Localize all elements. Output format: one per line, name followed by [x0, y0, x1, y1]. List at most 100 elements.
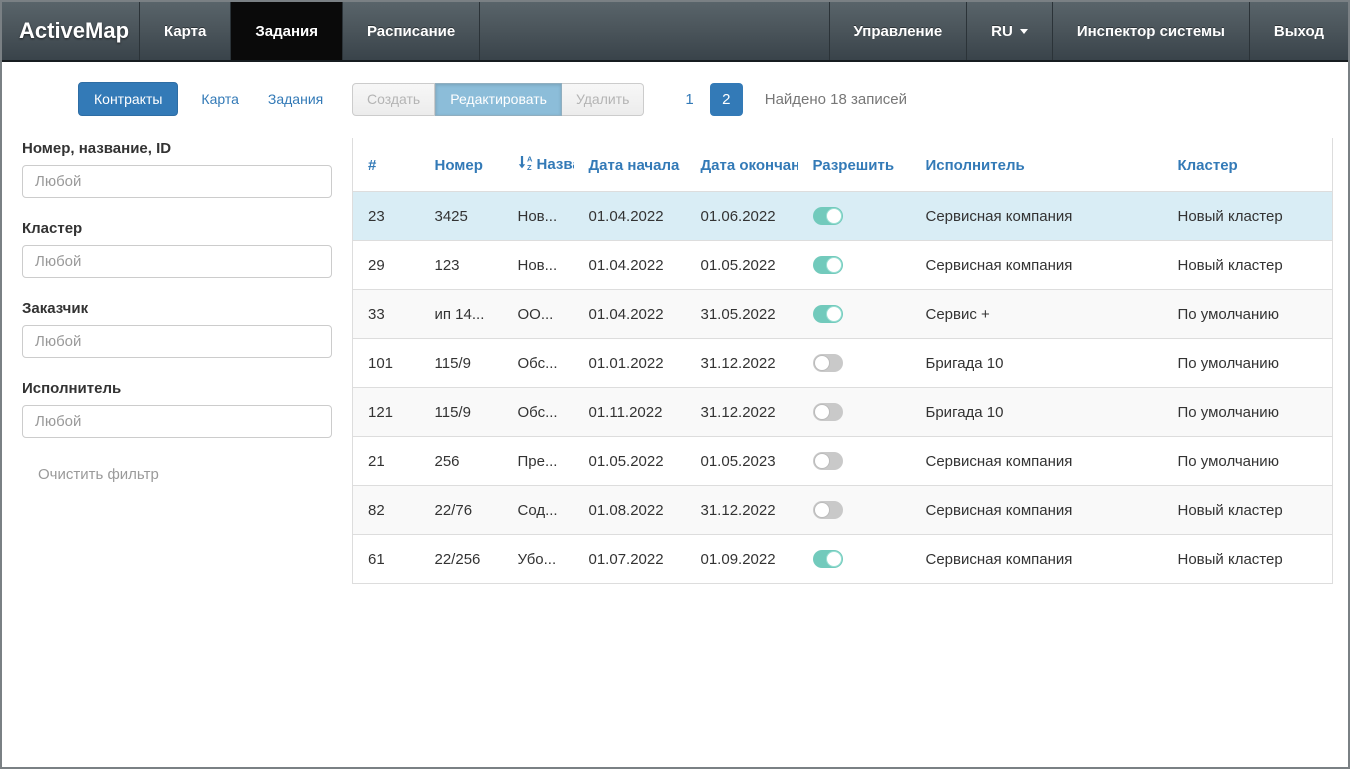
- toggle-knob: [825, 257, 842, 273]
- cell-cluster: По умолчанию: [1162, 289, 1333, 339]
- cell-date-end: 31.05.2022: [685, 289, 798, 339]
- table-row[interactable]: 121 115/9 Обс... 01.11.2022 31.12.2022 Б…: [352, 387, 1333, 437]
- cell-date-start: 01.11.2022: [573, 387, 686, 437]
- enabled-toggle[interactable]: [812, 550, 843, 568]
- delete-button[interactable]: Удалить: [561, 82, 645, 116]
- enabled-toggle[interactable]: [812, 305, 843, 323]
- table-row[interactable]: 29 123 Нов... 01.04.2022 01.05.2022 Серв…: [352, 240, 1333, 290]
- cell-enabled: [797, 338, 911, 388]
- cell-date-start: 01.04.2022: [573, 240, 686, 290]
- cell-number: 3425: [419, 191, 503, 241]
- table-header-row: # Номер AZНазвание Дата начала Дата окон…: [353, 138, 1333, 192]
- column-header-executor[interactable]: Исполнитель: [925, 156, 1025, 174]
- cell-date-end: 31.12.2022: [685, 485, 798, 535]
- cell-number: 115/9: [419, 338, 503, 388]
- sidebar-tab-map[interactable]: Карта: [201, 91, 239, 107]
- cell-id: 33: [352, 289, 420, 339]
- cell-enabled: [797, 289, 911, 339]
- cell-date-end: 01.05.2023: [685, 436, 798, 486]
- column-label-name: Название: [536, 156, 574, 173]
- column-header-number[interactable]: Номер: [434, 156, 483, 174]
- cell-executor: Сервисная компания: [910, 436, 1163, 486]
- nav-tab-schedule[interactable]: Расписание: [343, 2, 481, 60]
- page-button-2[interactable]: 2: [709, 82, 743, 116]
- cell-enabled: [797, 436, 911, 486]
- cell-id: 101: [352, 338, 420, 388]
- cell-enabled: [797, 485, 911, 535]
- cell-id: 61: [352, 534, 420, 584]
- cell-executor: Сервисная компания: [910, 485, 1163, 535]
- contracts-table: # Номер AZНазвание Дата начала Дата окон…: [352, 138, 1333, 584]
- cell-number: 22/76: [419, 485, 503, 535]
- cell-enabled: [797, 387, 911, 437]
- toggle-knob: [813, 453, 830, 469]
- cell-cluster: По умолчанию: [1162, 387, 1333, 437]
- filter-input-number-name-id[interactable]: [22, 165, 332, 198]
- cell-number: ип 14...: [419, 289, 503, 339]
- cell-id: 82: [352, 485, 420, 535]
- cell-date-start: 01.01.2022: [573, 338, 686, 388]
- enabled-toggle[interactable]: [812, 256, 843, 274]
- cell-name: Нов...: [502, 191, 574, 241]
- cell-name: Нов...: [502, 240, 574, 290]
- sidebar-tab-tasks[interactable]: Задания: [267, 91, 324, 107]
- nav-item-logout[interactable]: Выход: [1248, 2, 1348, 60]
- results-count-text: Найдено 18 записей: [764, 90, 907, 108]
- cell-name: Обс...: [502, 387, 574, 437]
- page-button-1[interactable]: 1: [685, 90, 694, 108]
- nav-item-language-dropdown[interactable]: RU: [966, 2, 1052, 60]
- filter-label-cluster: Кластер: [22, 220, 83, 237]
- filter-input-executor[interactable]: [22, 405, 332, 438]
- cell-date-end: 01.06.2022: [685, 191, 798, 241]
- cell-date-start: 01.08.2022: [573, 485, 686, 535]
- column-header-date-start[interactable]: Дата начала: [588, 156, 680, 174]
- enabled-toggle[interactable]: [812, 354, 843, 372]
- cell-number: 22/256: [419, 534, 503, 584]
- cell-cluster: Новый кластер: [1162, 534, 1333, 584]
- column-header-cluster[interactable]: Кластер: [1177, 156, 1238, 174]
- cell-enabled: [797, 240, 911, 290]
- column-header-id[interactable]: #: [368, 156, 377, 174]
- cell-executor: Сервис +: [910, 289, 1163, 339]
- nav-item-management[interactable]: Управление: [828, 2, 967, 60]
- table-row[interactable]: 21 256 Пре... 01.05.2022 01.05.2023 Серв…: [352, 436, 1333, 486]
- clear-filter-link[interactable]: Очистить фильтр: [38, 466, 159, 483]
- filter-sidebar: Контракты Карта Задания Номер, название,…: [2, 62, 352, 767]
- cell-executor: Сервисная компания: [910, 240, 1163, 290]
- column-header-date-end[interactable]: Дата окончания: [700, 156, 798, 174]
- column-header-name[interactable]: AZНазвание: [503, 138, 574, 192]
- toggle-knob: [825, 551, 842, 567]
- sidebar-tab-contracts[interactable]: Контракты: [78, 82, 179, 116]
- edit-button[interactable]: Редактировать: [435, 82, 562, 116]
- sidebar-tabs: Контракты Карта Задания: [78, 82, 332, 116]
- table-row[interactable]: 101 115/9 Обс... 01.01.2022 31.12.2022 Б…: [352, 338, 1333, 388]
- cell-date-end: 01.09.2022: [685, 534, 798, 584]
- filter-input-customer[interactable]: [22, 325, 332, 358]
- column-header-enabled[interactable]: Разрешить: [812, 156, 895, 174]
- enabled-toggle[interactable]: [812, 501, 843, 519]
- toggle-knob: [813, 355, 830, 371]
- nav-tab-map[interactable]: Карта: [140, 2, 232, 60]
- toggle-knob: [825, 208, 842, 224]
- cell-id: 21: [352, 436, 420, 486]
- cell-name: Пре...: [502, 436, 574, 486]
- svg-text:A: A: [527, 155, 533, 164]
- enabled-toggle[interactable]: [812, 452, 843, 470]
- table-row[interactable]: 33 ип 14... ОО... 01.04.2022 31.05.2022 …: [352, 289, 1333, 339]
- enabled-toggle[interactable]: [812, 207, 843, 225]
- cell-date-start: 01.04.2022: [573, 289, 686, 339]
- table-row[interactable]: 23 3425 Нов... 01.04.2022 01.06.2022 Сер…: [352, 191, 1333, 241]
- nav-item-system-inspector[interactable]: Инспектор системы: [1051, 2, 1249, 60]
- app-logo: ActiveMap: [2, 2, 140, 60]
- enabled-toggle[interactable]: [812, 403, 843, 421]
- table-row[interactable]: 61 22/256 Убо... 01.07.2022 01.09.2022 С…: [352, 534, 1333, 584]
- create-button[interactable]: Создать: [352, 82, 436, 116]
- filter-label-customer: Заказчик: [22, 300, 89, 317]
- cell-number: 256: [419, 436, 503, 486]
- cell-date-end: 31.12.2022: [685, 387, 798, 437]
- table-row[interactable]: 82 22/76 Сод... 01.08.2022 31.12.2022 Се…: [352, 485, 1333, 535]
- nav-tab-tasks[interactable]: Задания: [231, 2, 343, 60]
- cell-executor: Сервисная компания: [910, 191, 1163, 241]
- cell-executor: Бригада 10: [910, 387, 1163, 437]
- filter-input-cluster[interactable]: [22, 245, 332, 278]
